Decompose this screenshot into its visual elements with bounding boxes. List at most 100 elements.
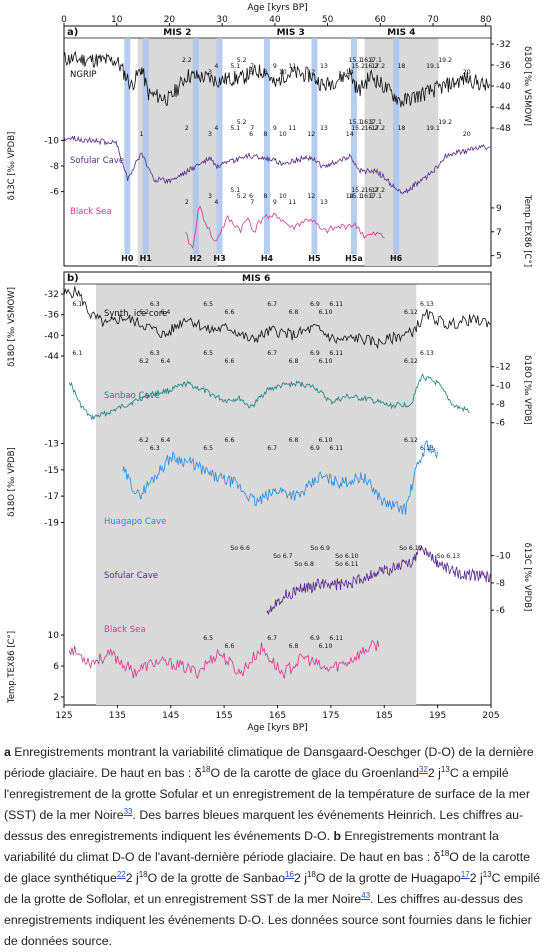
ref-link[interactable]: 16 — [285, 869, 294, 879]
sanbao-event-label: 6.3 — [150, 350, 160, 357]
synth-event-label: 6.4 — [160, 309, 170, 316]
y-axis-title: δ18O [‰ VPDB] — [522, 355, 532, 424]
blacksea-event-label: 17.2 — [371, 187, 385, 194]
heinrich-bar — [124, 38, 131, 254]
synth-event-label: 6.3 — [150, 301, 160, 308]
y-axis-title: δ18O [‰ VSMOW] — [7, 287, 17, 367]
ngrip-event-label: 10 — [279, 69, 287, 76]
sanbao-event-label: 6.13 — [420, 350, 434, 357]
sanbao-event-label: 6.12 — [404, 358, 418, 365]
blacksea-event-label: 5.2 — [237, 193, 247, 200]
figure-caption: a Enregistrements montrant la variabilit… — [4, 745, 541, 948]
blacksea-b-event-label: 6.11 — [329, 635, 343, 642]
caption-a-label: a — [4, 745, 11, 759]
blacksea-event-label: 15.2 — [351, 187, 365, 194]
ref-link[interactable]: 32 — [419, 764, 428, 774]
huagapo-event-label: 6.5 — [203, 445, 213, 452]
sofular-event-label: 2 — [185, 125, 189, 132]
x-tick-label: 155 — [216, 711, 233, 721]
sofular-b-event-label: So 6.11 — [335, 561, 359, 568]
y-axis-title: Temp.TEX86 [C°] — [522, 194, 532, 267]
sofular-event-label: 5.2 — [237, 119, 247, 126]
ref-link[interactable]: 17 — [460, 869, 470, 879]
ngrip-event-label: 15.1 — [349, 57, 363, 64]
ngrip-event-label: 14 — [346, 69, 354, 76]
x-tick-label: 0 — [61, 15, 67, 25]
y-tick-label: -13 — [44, 440, 59, 450]
huagapo-event-label: 6.12 — [404, 437, 418, 444]
sofular-event-label: 17.2 — [371, 125, 385, 132]
series-label: NGRIP — [70, 70, 96, 80]
ngrip-event-label: 1 — [140, 69, 144, 76]
ngrip-event-label: 19.2 — [438, 57, 452, 64]
sofular-event-label: 16.1 — [360, 119, 374, 126]
huagapo-line — [122, 439, 438, 515]
sofular-b-event-label: So 6.7 — [273, 553, 293, 560]
sofular-event-label: 13 — [320, 125, 328, 132]
ref-link[interactable]: 43 — [361, 890, 371, 900]
x-tick-label: 135 — [109, 711, 126, 721]
synth-event-label: 6.5 — [203, 301, 213, 308]
huagapo-event-label: 6.10 — [319, 437, 333, 444]
sofular-event-label: 17.1 — [368, 119, 382, 126]
caption-a-text: Enregistrements montrant la variabilité … — [4, 745, 534, 780]
synth-event-label: 6.6 — [225, 309, 235, 316]
blacksea-event-label: 7 — [250, 199, 254, 206]
sanbao-line — [68, 373, 470, 421]
heinrich-bar — [311, 38, 318, 254]
ngrip-event-label: 19.1 — [426, 63, 440, 70]
ngrip-event-label: 16.1 — [360, 57, 374, 64]
huagapo-event-label: 6.4 — [160, 437, 170, 444]
heinrich-label: H0 — [121, 254, 134, 263]
y-tick-label: -8 — [50, 162, 59, 172]
sofular-b-line — [266, 545, 491, 615]
ngrip-event-label: 6 — [249, 69, 253, 76]
blacksea-event-label: 2 — [185, 199, 189, 206]
blacksea-event-label: 5.1 — [230, 187, 240, 194]
y-axis-title: δ13C [‰ VPDB] — [7, 132, 17, 201]
sofular-event-label: 19.2 — [438, 119, 452, 126]
x-tick-label: 145 — [162, 711, 179, 721]
blacksea-b-event-label: 6.6 — [225, 643, 235, 650]
huagapo-event-label: 6.9 — [310, 445, 320, 452]
blacksea-event-label: 3 — [208, 193, 212, 200]
y-tick-label: -8 — [496, 579, 505, 589]
huagapo-event-label: 6.2 — [139, 437, 149, 444]
y-tick-label: -32 — [496, 40, 511, 50]
x-tick-label: 70 — [427, 15, 439, 25]
ngrip-event-label: 3 — [208, 69, 212, 76]
series-label: Sanbao Cave — [104, 391, 160, 401]
y-tick-label: -6 — [496, 419, 505, 429]
huagapo-event-label: 6.8 — [289, 437, 299, 444]
blacksea-b-event-label: 6.8 — [289, 643, 299, 650]
x-tick-label: 175 — [322, 711, 339, 721]
heinrich-label: H4 — [261, 254, 274, 263]
huagapo-event-label: 6.7 — [267, 445, 277, 452]
ref-link[interactable]: 33 — [123, 806, 133, 816]
ngrip-event-label: 7 — [250, 63, 254, 70]
y-axis-title: δ13C [‰ VPDB] — [522, 543, 532, 612]
sanbao-event-label: 6.7 — [267, 350, 277, 357]
x-tick-label: 20 — [164, 15, 176, 25]
sofular-event-label: 14 — [346, 131, 354, 138]
y-axis-title: δ18O [‰ VSMOW] — [522, 46, 532, 126]
ngrip-event-label: 12 — [307, 69, 315, 76]
synth-event-label: 6.1 — [72, 301, 82, 308]
series-label: Black Sea — [70, 207, 112, 217]
y-tick-label: -6 — [50, 188, 59, 198]
huagapo-event-label: 6.13 — [420, 445, 434, 452]
ref-link[interactable]: 22 — [116, 869, 126, 879]
sanbao-event-label: 6.1 — [72, 350, 82, 357]
mis-label: MIS 4 — [387, 28, 415, 38]
y-tick-label: 10 — [48, 631, 60, 641]
ngrip-event-label: 18 — [397, 63, 405, 70]
x-tick-label: 50 — [322, 15, 334, 25]
x-tick-label: 40 — [269, 15, 281, 25]
y-axis-title: δ18O [‰ VPDB] — [7, 447, 17, 516]
y-tick-label: 5 — [496, 252, 502, 262]
x-tick-label: 195 — [429, 711, 446, 721]
y-axis-title: Temp.TEX86 [C°] — [7, 631, 17, 704]
panel-label: b) — [67, 273, 79, 284]
heinrich-bar — [192, 38, 199, 254]
series-label: Black Sea — [104, 625, 146, 635]
